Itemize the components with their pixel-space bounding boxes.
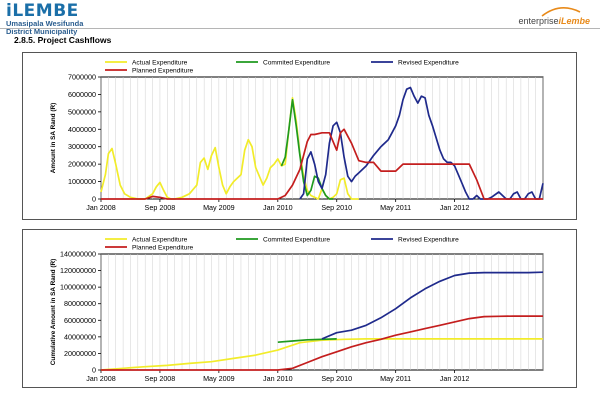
x-tick-label: Jan 2012 bbox=[440, 203, 470, 212]
legend-label: Actual Expenditure bbox=[132, 236, 188, 243]
cumulative-cashflow-chart: 0 20000000 40000000 60000000 80000000 1000000… bbox=[50, 236, 544, 383]
logo-subtitle-2: District Municipality bbox=[6, 27, 78, 36]
legend-label: Commited Expenditure bbox=[263, 59, 330, 66]
legend-label: Actual Expenditure bbox=[132, 59, 188, 66]
enterprise-ilembe-logo: enterpriseiLembe bbox=[480, 4, 590, 28]
ilembe-logo: iLEMBE Umasipala Wesifunda District Muni… bbox=[6, 2, 156, 36]
y-tick-label: 20000000 bbox=[64, 349, 96, 358]
cumulative-cashflow-chart-panel: 0 20000000 40000000 60000000 80000000 1000000… bbox=[22, 229, 577, 388]
x-tick-label: May 2009 bbox=[203, 203, 235, 212]
y-tick-label: 6000000 bbox=[68, 90, 96, 99]
legend-label: Planned Expenditure bbox=[132, 67, 194, 74]
series-line-planned-expenditure bbox=[101, 128, 543, 200]
y-axis-label: Amount in SA Rand (R) bbox=[50, 103, 57, 173]
series-line-commited-expenditure bbox=[277, 338, 337, 344]
x-tick-label: Sep 2010 bbox=[321, 203, 352, 212]
legend-label: Revised Expenditure bbox=[398, 236, 459, 243]
y-tick-label: 80000000 bbox=[64, 299, 96, 308]
y-tick-label: 60000000 bbox=[64, 316, 96, 325]
y-tick-label: 1000000 bbox=[68, 177, 96, 186]
x-tick-label: Sep 2008 bbox=[145, 203, 176, 212]
logo-brand-text: iLEMBE bbox=[6, 1, 79, 21]
logo-subtitle-1: Umasipala Wesifunda bbox=[6, 19, 84, 28]
y-tick-label: 40000000 bbox=[64, 332, 96, 341]
x-tick-label: Jan 2012 bbox=[440, 374, 470, 383]
x-tick-label: Sep 2010 bbox=[321, 374, 352, 383]
y-tick-label: 120000000 bbox=[60, 266, 96, 275]
series-line-actual-expenditure bbox=[100, 338, 543, 371]
logo-right-text: enterpriseiLembe bbox=[518, 16, 590, 26]
y-tick-label: 0 bbox=[92, 366, 96, 375]
y-tick-label: 3000000 bbox=[68, 142, 96, 151]
legend-label: Planned Expenditure bbox=[132, 244, 194, 251]
header-divider bbox=[0, 28, 600, 29]
x-tick-label: Jan 2010 bbox=[263, 203, 293, 212]
y-tick-label: 100000000 bbox=[60, 283, 96, 292]
series-line-planned-expenditure bbox=[101, 315, 543, 371]
monthly-cashflow-chart: 0 1000000 2000000 3000000 4000000 5000000 6000… bbox=[50, 59, 544, 212]
legend-label: Commited Expenditure bbox=[263, 236, 330, 243]
y-tick-label: 0 bbox=[92, 195, 96, 204]
series-line-revised-expenditure bbox=[321, 271, 544, 340]
x-tick-label: May 2009 bbox=[203, 374, 235, 383]
y-tick-label: 7000000 bbox=[68, 73, 96, 82]
x-tick-label: Jan 2008 bbox=[86, 374, 116, 383]
x-tick-label: Sep 2008 bbox=[145, 374, 176, 383]
y-tick-label: 5000000 bbox=[68, 107, 96, 116]
series-line-actual-expenditure bbox=[100, 97, 359, 200]
series-line-commited-expenditure bbox=[280, 98, 334, 200]
y-tick-label: 140000000 bbox=[60, 250, 96, 259]
monthly-cashflow-chart-panel: 0 1000000 2000000 3000000 4000000 5000000 6000… bbox=[22, 52, 577, 220]
legend-label: Revised Expenditure bbox=[398, 59, 459, 66]
y-tick-label: 4000000 bbox=[68, 125, 96, 134]
x-tick-label: Jan 2008 bbox=[86, 203, 116, 212]
y-tick-label: 2000000 bbox=[68, 160, 96, 169]
swoosh-icon bbox=[541, 7, 581, 17]
x-tick-label: May 2011 bbox=[380, 374, 411, 383]
y-axis-label: Cumulative Amount in SA Rand (R) bbox=[50, 259, 57, 365]
section-title: 2.8.5. Project Cashflows bbox=[14, 35, 112, 45]
x-tick-label: May 2011 bbox=[380, 203, 411, 212]
x-tick-label: Jan 2010 bbox=[263, 374, 293, 383]
